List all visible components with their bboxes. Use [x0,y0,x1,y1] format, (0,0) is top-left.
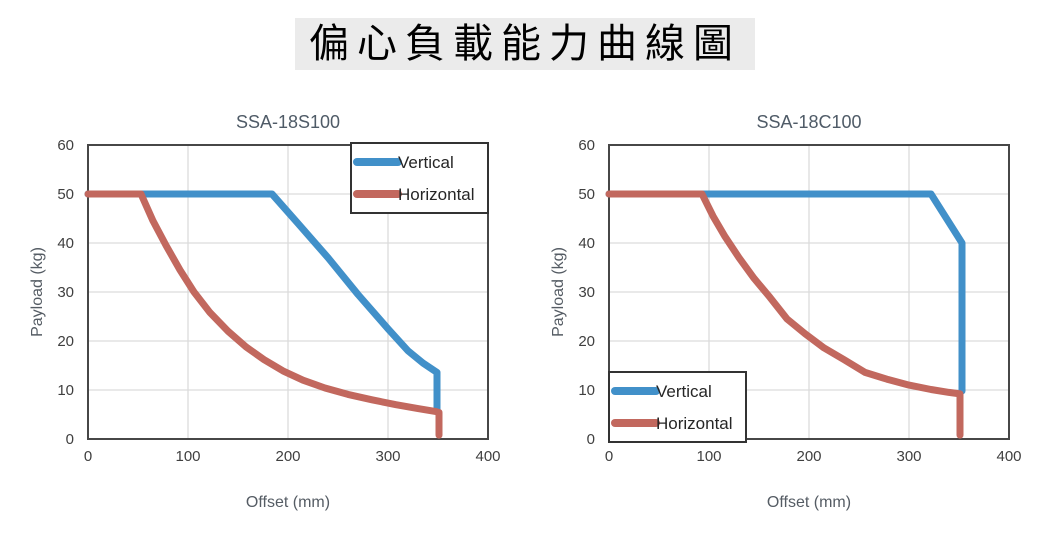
plot-border [608,144,1010,440]
y-tick-label: 50 [57,186,74,203]
chart-left: SSA-18S100 Payload (kg) Offset (mm) 0 100… [29,112,501,511]
plot-area: 0 100 200 300 400 0 10 20 30 40 50 60 Vertical Horizo… [57,137,500,465]
y-tick-label: 50 [578,186,595,203]
y-tick-label: 40 [57,235,74,252]
legend-box [608,371,747,443]
chart-title: SSA-18C100 [756,112,861,132]
y-tick-label: 0 [66,431,74,448]
x-axis-title: Offset (mm) [246,494,330,511]
x-tick-label: 100 [696,448,721,465]
page-title: 偏心負載能力曲線圖 [295,18,755,70]
legend: Vertical Horizontal [608,371,747,443]
y-tick-label: 20 [578,333,595,350]
y-tick-label: 40 [578,235,595,252]
legend-label-horizontal: Horizontal [398,185,475,204]
legend-label-vertical: Vertical [398,153,454,172]
x-tick-label: 300 [896,448,921,465]
legend-label-vertical: Vertical [656,382,712,401]
series-line-vertical [605,190,966,395]
y-axis-title: Payload (kg) [29,247,46,337]
x-tick-label: 0 [605,448,613,465]
chart-title: SSA-18S100 [236,112,340,132]
x-tick-label: 100 [175,448,200,465]
series-line-horizontal [84,190,443,439]
plot-area: 0 100 200 300 400 0 10 20 30 40 50 60 Vertical Horizo… [578,137,1021,465]
y-tick-label: 30 [578,284,595,301]
series-line-horizontal [605,190,964,439]
y-axis-title: Payload (kg) [550,247,567,337]
legend-box [350,142,489,214]
y-tick-label: 0 [587,431,595,448]
y-tick-label: 60 [57,137,74,154]
x-tick-label: 400 [475,448,500,465]
x-axis-title: Offset (mm) [767,494,851,511]
x-tick-label: 200 [796,448,821,465]
x-tick-label: 400 [996,448,1021,465]
y-tick-label: 60 [578,137,595,154]
x-tick-label: 300 [375,448,400,465]
x-tick-label: 0 [84,448,92,465]
series-line-vertical [84,190,441,416]
y-tick-label: 20 [57,333,74,350]
legend: Vertical Horizontal [350,142,489,214]
y-tick-label: 10 [57,382,74,399]
legend-label-horizontal: Horizontal [656,414,733,433]
x-tick-label: 200 [275,448,300,465]
y-tick-label: 10 [578,382,595,399]
plot-border [87,144,489,440]
chart-right: SSA-18C100 Payload (kg) Offset (mm) 0 100… [550,112,1022,511]
y-tick-label: 30 [57,284,74,301]
